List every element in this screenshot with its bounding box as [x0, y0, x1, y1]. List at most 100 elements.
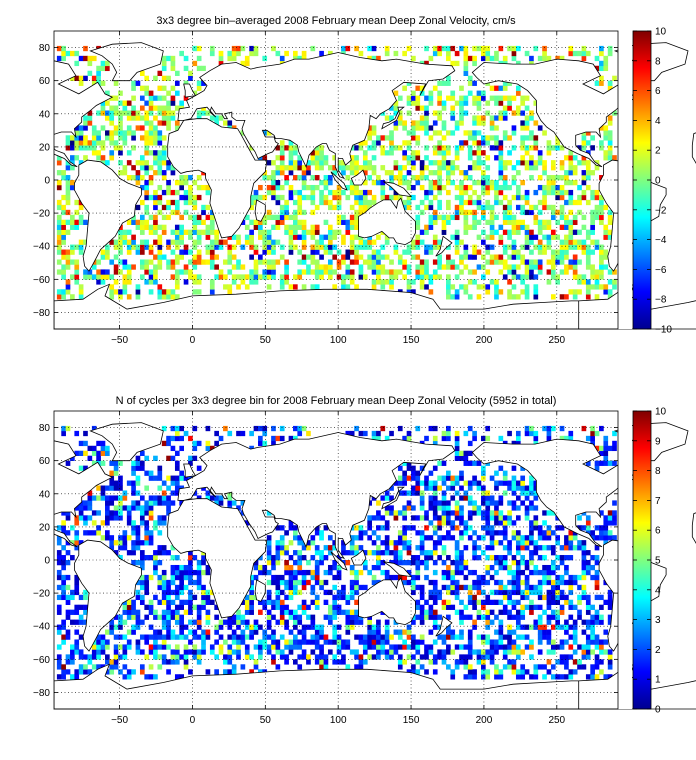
data-bin: [161, 520, 167, 526]
data-bin: [489, 219, 495, 225]
data-bin: [572, 634, 578, 640]
data-bin: [345, 550, 351, 556]
data-bin: [533, 545, 539, 551]
data-bin: [568, 50, 574, 57]
data-bin: [454, 234, 460, 240]
data-bin: [428, 160, 434, 166]
data-bin: [192, 239, 198, 245]
data-bin: [502, 214, 508, 221]
data-bin: [113, 140, 119, 146]
data-bin: [284, 530, 289, 536]
data-bin: [201, 629, 206, 635]
data-bin: [74, 649, 80, 655]
data-bin: [135, 125, 141, 131]
data-bin: [529, 604, 534, 610]
data-bin: [284, 564, 289, 571]
data-bin: [258, 259, 263, 265]
data-bin: [515, 569, 521, 576]
data-bin: [74, 450, 80, 456]
data-bin: [65, 254, 71, 260]
data-bin: [411, 55, 416, 62]
data-bin: [424, 165, 429, 171]
data-bin: [371, 634, 377, 640]
data-bin: [266, 569, 272, 576]
data-bin: [61, 520, 66, 526]
data-bin: [603, 639, 609, 645]
data-bin: [354, 425, 359, 432]
data-bin: [432, 669, 438, 675]
data-bin: [166, 180, 171, 186]
data-bin: [314, 564, 320, 571]
data-bin: [249, 609, 254, 615]
data-bin: [209, 229, 215, 235]
data-bin: [275, 525, 281, 531]
data-bin: [599, 50, 604, 57]
data-bin: [472, 505, 477, 511]
data-bin: [319, 155, 324, 161]
data-bin: [437, 555, 442, 561]
data-bin: [161, 95, 167, 101]
data-bin: [603, 249, 609, 255]
data-bin: [345, 249, 351, 255]
data-bin: [319, 244, 324, 250]
data-bin: [437, 274, 442, 280]
data-bin: [314, 545, 320, 551]
x-tick-label: −50: [111, 335, 128, 346]
data-bin: [489, 224, 495, 230]
data-bin: [590, 664, 595, 670]
data-bin: [205, 564, 211, 571]
data-bin: [467, 279, 473, 285]
data-bin: [105, 100, 110, 106]
data-bin: [459, 450, 464, 456]
data-bin: [603, 530, 609, 536]
data-bin: [56, 214, 62, 221]
data-bin: [56, 269, 62, 275]
data-bin: [494, 140, 499, 146]
data-bin: [218, 269, 224, 275]
data-bin: [432, 45, 438, 52]
data-bin: [166, 90, 171, 96]
x-tick-label: 200: [476, 715, 493, 726]
x-tick-label: 150: [403, 715, 420, 726]
data-bin: [61, 239, 66, 245]
data-bin: [406, 560, 412, 566]
data-bin: [559, 204, 565, 211]
data-bin: [284, 229, 289, 235]
data-bin: [122, 264, 128, 270]
data-bin: [515, 574, 521, 581]
data-bin: [467, 80, 473, 86]
data-bin: [463, 430, 469, 437]
data-bin: [170, 589, 176, 596]
data-bin: [511, 589, 517, 596]
data-bin: [599, 450, 604, 456]
data-bin: [411, 120, 416, 126]
data-bin: [467, 130, 473, 136]
data-bin: [314, 274, 320, 280]
data-bin: [371, 644, 377, 650]
data-bin: [599, 445, 604, 452]
data-bin: [581, 649, 587, 655]
data-bin: [135, 624, 141, 630]
data-bin: [78, 244, 84, 250]
data-bin: [354, 284, 359, 290]
data-bin: [109, 155, 115, 161]
data-bin: [306, 254, 311, 260]
data-bin: [454, 440, 460, 447]
data-bin: [56, 170, 62, 176]
data-bin: [91, 649, 97, 655]
data-bin: [590, 639, 595, 645]
data-bin: [481, 160, 486, 166]
data-bin: [437, 130, 442, 136]
data-bin: [87, 495, 93, 501]
data-bin: [201, 589, 206, 596]
data-bin: [126, 515, 132, 521]
data-bin: [126, 239, 132, 245]
data-bin: [406, 284, 412, 290]
data-bin: [507, 629, 512, 635]
data-bin: [459, 659, 464, 665]
land-outline: [358, 577, 416, 626]
data-bin: [507, 209, 512, 216]
data-bin: [118, 634, 123, 640]
data-bin: [419, 540, 425, 546]
data-bin: [310, 259, 316, 265]
